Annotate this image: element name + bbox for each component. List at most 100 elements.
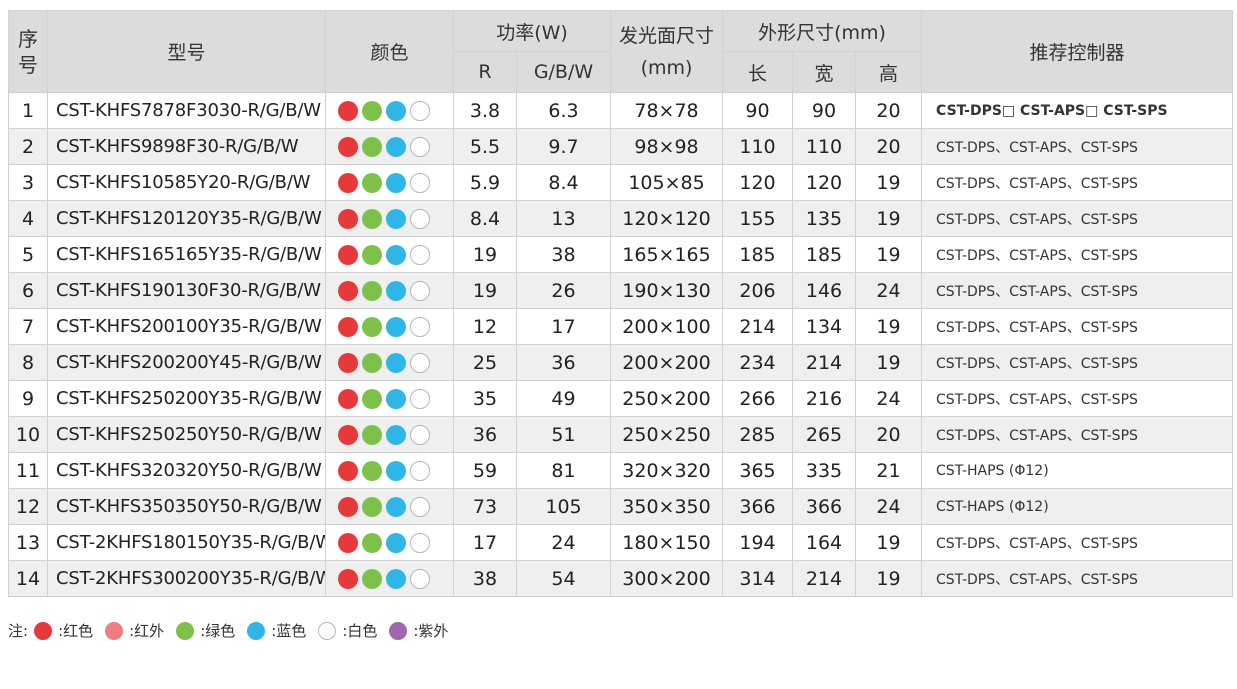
blue-dot-icon — [386, 496, 406, 517]
white-dot-icon — [410, 136, 430, 157]
cell-index: 12 — [8, 488, 48, 525]
cell-width: 265 — [792, 416, 856, 453]
cell-power-gbw: 51 — [516, 416, 611, 453]
green-dot-icon — [362, 172, 382, 193]
cell-model: CST-KHFS120120Y35-R/G/B/W — [47, 200, 326, 237]
cell-width: 164 — [792, 524, 856, 561]
cell-model: CST-2KHFS180150Y35-R/G/B/W — [47, 524, 326, 561]
cell-model: CST-KHFS190130F30-R/G/B/W — [47, 272, 326, 309]
header-power: 功率(W) — [453, 10, 611, 52]
cell-length: 214 — [722, 308, 793, 345]
cell-model: CST-2KHFS300200Y35-R/G/B/W — [47, 560, 326, 597]
cell-model: CST-KHFS350350Y50-R/G/B/W — [47, 488, 326, 525]
cell-model: CST-KHFS10585Y20-R/G/B/W — [47, 164, 326, 201]
green-dot-icon — [362, 316, 382, 337]
cell-height: 19 — [854, 164, 923, 201]
cell-color — [325, 416, 454, 453]
cell-controller: CST-DPS□ CST-APS□ CST-SPS — [921, 92, 1234, 129]
cell-power-gbw: 9.7 — [516, 128, 611, 165]
cell-width: 90 — [792, 92, 856, 129]
cell-emit-size: 120×120 — [610, 200, 723, 237]
cell-power-gbw: 24 — [516, 524, 611, 561]
cell-emit-size: 250×200 — [610, 380, 723, 417]
white-dot-icon — [410, 244, 430, 265]
blue-dot-icon — [386, 316, 406, 337]
header-color: 颜色 — [325, 10, 454, 93]
cell-color — [325, 560, 454, 597]
cell-power-r: 5.9 — [453, 164, 517, 201]
cell-power-gbw: 105 — [516, 488, 611, 525]
legend-label: :紫外 — [413, 622, 449, 640]
legend-label: :红色 — [58, 622, 94, 640]
header-emit-size: 发光面尺寸(mm) — [610, 10, 723, 93]
cell-controller: CST-DPS、CST-APS、CST-SPS — [921, 524, 1234, 561]
white-dot-icon — [410, 496, 430, 517]
cell-power-r: 73 — [453, 488, 517, 525]
cell-width: 185 — [792, 236, 856, 273]
cell-controller: CST-DPS、CST-APS、CST-SPS — [921, 164, 1234, 201]
cell-index: 2 — [8, 128, 48, 165]
green-dot-icon — [362, 460, 382, 481]
blue-dot-icon — [386, 208, 406, 229]
legend-color-dot-icon — [176, 621, 195, 640]
cell-length: 366 — [722, 488, 793, 525]
cell-model: CST-KHFS250250Y50-R/G/B/W — [47, 416, 326, 453]
legend-item: :蓝色 — [247, 620, 306, 641]
blue-dot-icon — [386, 172, 406, 193]
legend: 注: :红色:红外:绿色:蓝色:白色:紫外 — [8, 620, 460, 641]
legend-color-dot-icon — [105, 621, 124, 640]
cell-controller: CST-HAPS (Φ12) — [921, 452, 1234, 489]
cell-emit-size: 350×350 — [610, 488, 723, 525]
table-row: 5 CST-KHFS165165Y35-R/G/B/W 19 38 165×165 185… — [8, 236, 1234, 273]
cell-controller: CST-DPS、CST-APS、CST-SPS — [921, 200, 1234, 237]
green-dot-icon — [362, 100, 382, 121]
white-dot-icon — [410, 532, 430, 553]
cell-color — [325, 164, 454, 201]
cell-model: CST-KHFS9898F30-R/G/B/W — [47, 128, 326, 165]
cell-length: 314 — [722, 560, 793, 597]
cell-index: 11 — [8, 452, 48, 489]
cell-width: 135 — [792, 200, 856, 237]
cell-emit-size: 200×200 — [610, 344, 723, 381]
cell-power-gbw: 36 — [516, 344, 611, 381]
cell-color — [325, 380, 454, 417]
cell-width: 214 — [792, 560, 856, 597]
cell-power-gbw: 6.3 — [516, 92, 611, 129]
header-length: 长 — [722, 51, 793, 93]
cell-power-gbw: 38 — [516, 236, 611, 273]
blue-dot-icon — [386, 352, 406, 373]
cell-power-r: 19 — [453, 236, 517, 273]
table-row: 2 CST-KHFS9898F30-R/G/B/W 5.5 9.7 98×98 110 11… — [8, 128, 1234, 165]
cell-power-r: 5.5 — [453, 128, 517, 165]
cell-power-r: 59 — [453, 452, 517, 489]
cell-width: 214 — [792, 344, 856, 381]
header-width: 宽 — [792, 51, 856, 93]
cell-power-gbw: 81 — [516, 452, 611, 489]
cell-model: CST-KHFS200100Y35-R/G/B/W — [47, 308, 326, 345]
cell-width: 110 — [792, 128, 856, 165]
table-row: 8 CST-KHFS200200Y45-R/G/B/W 25 36 200×200 234… — [8, 344, 1234, 381]
cell-color — [325, 488, 454, 525]
cell-power-gbw: 8.4 — [516, 164, 611, 201]
cell-width: 216 — [792, 380, 856, 417]
cell-power-gbw: 49 — [516, 380, 611, 417]
cell-power-gbw: 54 — [516, 560, 611, 597]
cell-height: 21 — [854, 452, 923, 489]
cell-emit-size: 190×130 — [610, 272, 723, 309]
cell-power-r: 19 — [453, 272, 517, 309]
blue-dot-icon — [386, 136, 406, 157]
green-dot-icon — [362, 388, 382, 409]
cell-color — [325, 200, 454, 237]
white-dot-icon — [410, 208, 430, 229]
cell-length: 365 — [722, 452, 793, 489]
cell-color — [325, 308, 454, 345]
green-dot-icon — [362, 136, 382, 157]
cell-controller: CST-DPS、CST-APS、CST-SPS — [921, 416, 1234, 453]
cell-power-r: 35 — [453, 380, 517, 417]
cell-emit-size: 200×100 — [610, 308, 723, 345]
red-dot-icon — [338, 244, 358, 265]
cell-height: 24 — [854, 488, 923, 525]
cell-controller: CST-DPS、CST-APS、CST-SPS — [921, 560, 1234, 597]
cell-emit-size: 320×320 — [610, 452, 723, 489]
header-index: 序号 — [8, 10, 48, 93]
